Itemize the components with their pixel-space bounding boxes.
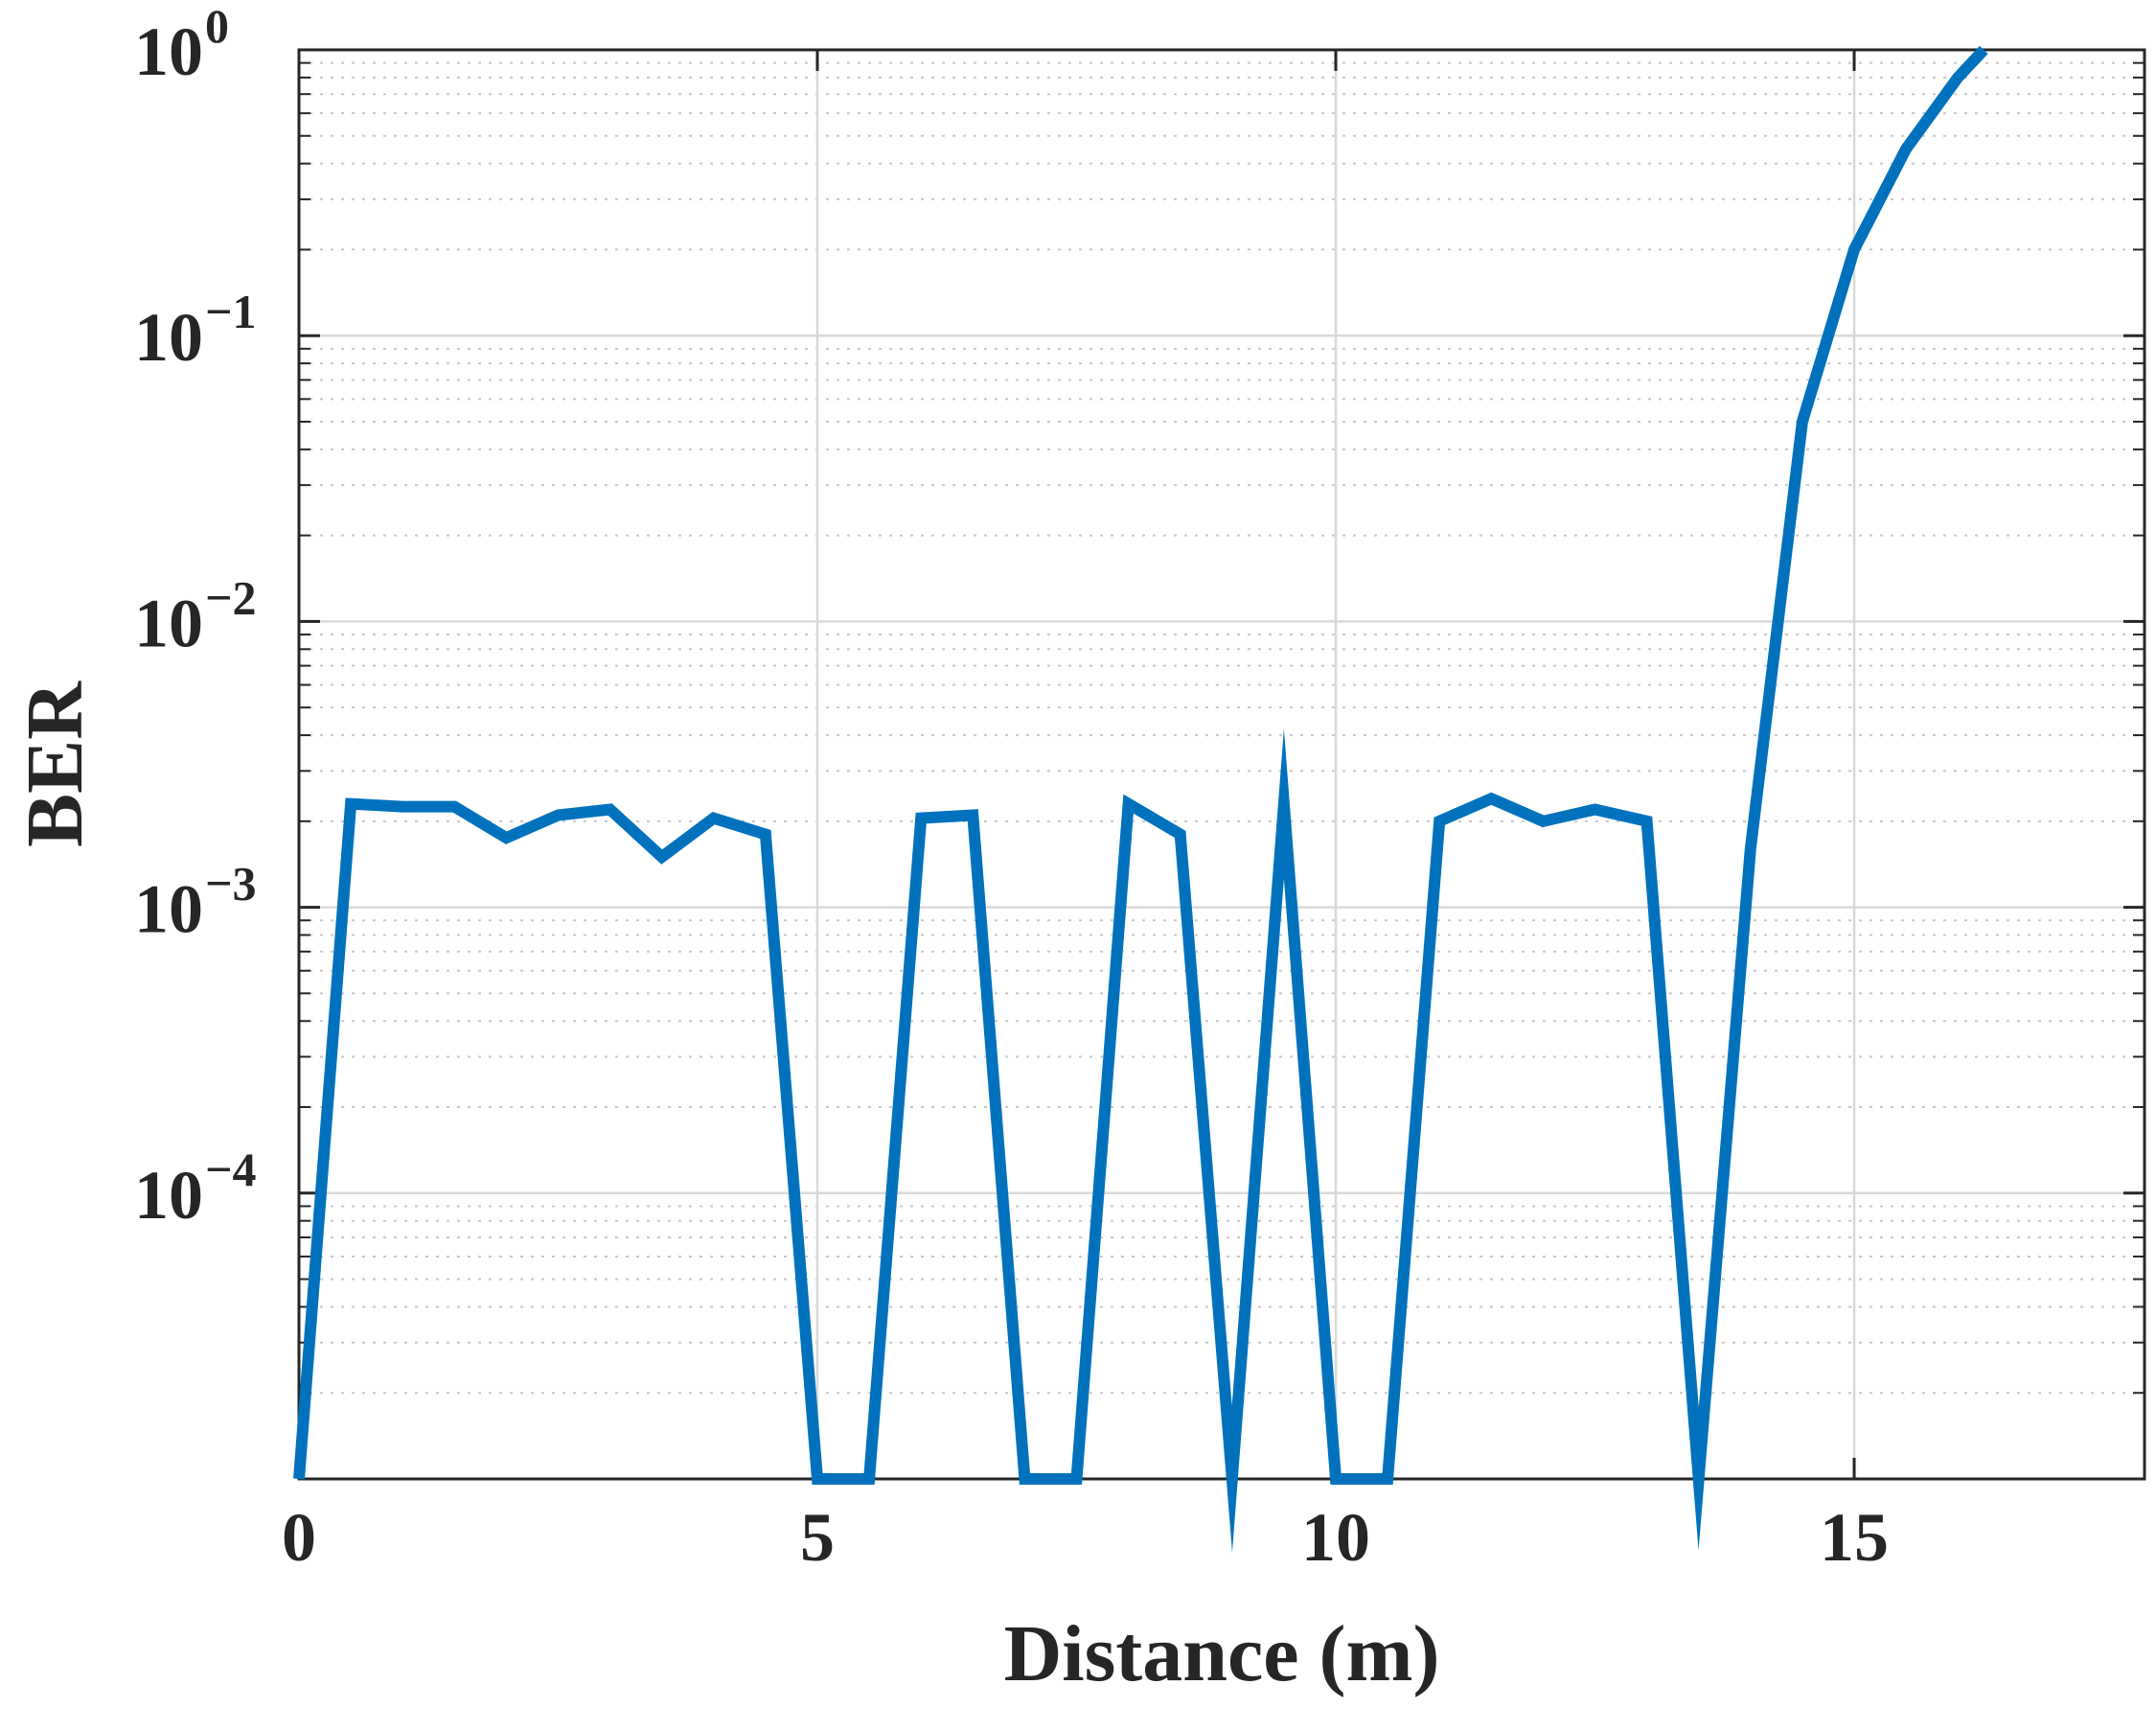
data-point <box>609 809 610 810</box>
data-point <box>1024 1479 1025 1480</box>
y-tick-label: 10 −1 <box>134 285 257 376</box>
data-point <box>1128 803 1129 804</box>
y-tick-base: 10 <box>134 585 203 661</box>
data-point <box>402 806 403 807</box>
y-tick-base: 10 <box>134 1157 203 1234</box>
grid <box>297 48 2145 1479</box>
y-tick-exponent: −3 <box>205 857 257 911</box>
data-point <box>1439 820 1440 821</box>
y-axis-title: BER <box>11 681 100 847</box>
y-tick-label: 10 −2 <box>134 570 257 661</box>
x-tick-label: 15 <box>1820 1499 1889 1576</box>
y-tick-base: 10 <box>134 13 203 90</box>
y-tick-base: 10 <box>134 871 203 948</box>
data-point <box>869 1479 870 1480</box>
x-tick-label: 10 <box>1301 1499 1370 1576</box>
data-point <box>1958 77 1959 78</box>
data-point <box>1854 249 1855 250</box>
data-point <box>713 818 714 819</box>
x-tick-label: 0 <box>282 1499 316 1576</box>
y-tick-base: 10 <box>134 299 203 376</box>
data-point <box>1336 1479 1337 1480</box>
data-point <box>1491 798 1492 799</box>
data-point <box>506 838 507 839</box>
data-point <box>558 815 559 816</box>
x-axis-title: Distance (m) <box>1004 1609 1440 1698</box>
data-point <box>1801 421 1802 422</box>
plot-area-border <box>297 48 2146 1481</box>
data-point <box>921 818 922 819</box>
data-point <box>765 834 766 835</box>
data-point <box>1646 820 1647 821</box>
x-tick-label: 5 <box>800 1499 835 1576</box>
x-tick-labels: 0 5 10 15 <box>282 1499 1889 1576</box>
data-point <box>1180 834 1181 835</box>
data-point <box>351 803 352 804</box>
y-tick-exponent: −4 <box>205 1142 257 1196</box>
y-tick-exponent: −2 <box>205 570 257 624</box>
data-point <box>1543 820 1544 821</box>
y-tick-label: 10 −4 <box>134 1142 257 1234</box>
data-point <box>1594 809 1595 810</box>
data-point <box>1283 803 1284 804</box>
data-point <box>1750 848 1751 849</box>
series-layer <box>293 45 1988 1553</box>
y-tick-exponent: 0 <box>205 0 229 53</box>
data-point <box>661 857 662 858</box>
data-point <box>1906 149 1907 150</box>
y-tick-label: 10 −3 <box>134 857 257 948</box>
ber-series-line <box>293 45 1988 1553</box>
y-tick-exponent: −1 <box>205 285 257 338</box>
data-point <box>1231 1479 1232 1480</box>
data-point <box>454 806 455 807</box>
data-point <box>1076 1479 1077 1480</box>
y-tick-label: 10 0 <box>134 0 229 90</box>
data-point <box>817 1479 818 1480</box>
data-point <box>973 815 974 816</box>
data-point <box>299 1479 300 1480</box>
data-point <box>1698 1479 1699 1480</box>
